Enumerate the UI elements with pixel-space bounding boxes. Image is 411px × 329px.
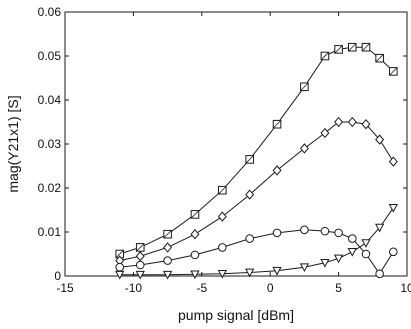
- square-marker-line: [163, 230, 172, 239]
- diamond-marker: [245, 189, 255, 200]
- series-diamond: [115, 116, 398, 266]
- diamond-marker: [320, 127, 330, 139]
- series-line-square: [119, 46, 394, 255]
- square-marker-line: [320, 51, 330, 61]
- y-tick-label: 0.04: [38, 93, 62, 107]
- triangle-marker: [347, 248, 357, 257]
- square-marker-line: [245, 155, 254, 164]
- x-tick-label: 0: [267, 281, 274, 295]
- y-tick-label: 0: [54, 269, 61, 283]
- y-axis-label: mag(Y21x1) [S]: [5, 95, 21, 192]
- circle-marker: [163, 256, 172, 265]
- diamond-marker: [135, 251, 145, 262]
- series-triangle-down: [115, 204, 398, 280]
- circle-marker: [375, 269, 384, 279]
- square-marker-line: [115, 249, 124, 259]
- circle-marker: [190, 250, 200, 260]
- triangle-marker: [272, 266, 282, 276]
- circle-marker: [347, 234, 357, 243]
- axis-ticks: [64, 11, 408, 277]
- triangle-marker: [388, 204, 398, 213]
- circle-marker: [334, 228, 343, 238]
- triangle-marker: [375, 223, 385, 233]
- x-axis-label: pump signal [dBm]: [178, 307, 294, 323]
- diamond-marker: [361, 119, 371, 130]
- triangle-marker: [361, 239, 371, 248]
- series-circle: [115, 225, 398, 279]
- y-tick-label: 0.01: [38, 225, 62, 239]
- triangle-marker: [245, 268, 255, 278]
- square-marker-line: [300, 82, 309, 91]
- y-tick-label: 0.05: [38, 49, 62, 63]
- diamond-marker: [299, 143, 309, 154]
- x-tick-label: -10: [125, 281, 143, 295]
- tick-labels: -15 -10 -5 0 5 10 0 0.01 0.02 0.03 0.04 0.05 0.06: [38, 5, 411, 295]
- diamond-marker: [190, 229, 200, 240]
- triangle-marker: [115, 270, 125, 280]
- square-marker-line: [190, 210, 200, 219]
- series-line-triangle-down: [119, 207, 394, 276]
- circle-marker: [361, 249, 371, 259]
- circle-marker: [320, 226, 330, 236]
- x-tick-label: -15: [56, 281, 74, 295]
- diamond-marker: [375, 134, 385, 145]
- square-marker-line: [389, 67, 398, 76]
- circle-marker: [135, 260, 145, 270]
- diamond-marker: [334, 116, 344, 128]
- circle-marker: [115, 262, 125, 272]
- y-tick-label: 0.02: [38, 181, 62, 195]
- diamond-marker: [163, 242, 173, 253]
- circle-marker: [300, 225, 309, 235]
- circle-marker: [218, 243, 227, 252]
- square-marker-line: [334, 45, 343, 54]
- triangle-marker: [333, 254, 344, 264]
- square-marker-line: [348, 43, 357, 52]
- triangle-marker: [217, 270, 227, 279]
- circle-marker: [389, 247, 398, 257]
- triangle-marker: [320, 259, 330, 268]
- x-tick-label: -5: [196, 281, 207, 295]
- series-layer: [115, 42, 398, 280]
- square-marker-line: [272, 120, 282, 129]
- triangle-marker: [299, 263, 310, 273]
- diamond-marker: [217, 211, 227, 222]
- diamond-marker: [388, 156, 398, 167]
- circle-marker: [245, 234, 254, 243]
- series-square: [115, 42, 398, 259]
- triangle-marker: [135, 270, 145, 280]
- diamond-marker: [272, 165, 282, 176]
- circle-marker: [272, 228, 282, 238]
- square-marker-line: [375, 54, 384, 63]
- x-tick-label: 10: [400, 281, 411, 295]
- y-tick-label: 0.06: [38, 5, 62, 19]
- triangle-marker: [162, 270, 173, 280]
- diamond-marker: [347, 116, 357, 128]
- y-tick-label: 0.03: [38, 137, 62, 151]
- square-marker-line: [361, 43, 371, 52]
- square-marker-line: [218, 186, 227, 195]
- x-tick-label: 5: [335, 281, 342, 295]
- square-marker-line: [136, 243, 145, 252]
- triangle-marker: [190, 270, 200, 280]
